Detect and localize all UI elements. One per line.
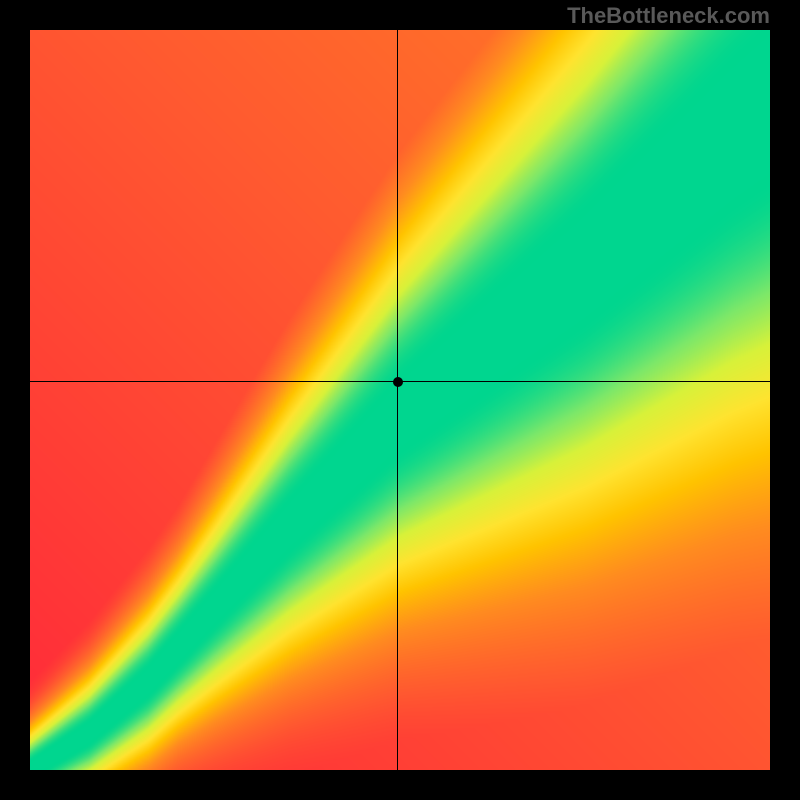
plot-area bbox=[30, 30, 770, 770]
chart-container: TheBottleneck.com bbox=[0, 0, 800, 800]
crosshair-vertical bbox=[397, 30, 398, 770]
marker-dot bbox=[393, 377, 403, 387]
watermark-text: TheBottleneck.com bbox=[567, 3, 770, 29]
heatmap-canvas bbox=[30, 30, 770, 770]
